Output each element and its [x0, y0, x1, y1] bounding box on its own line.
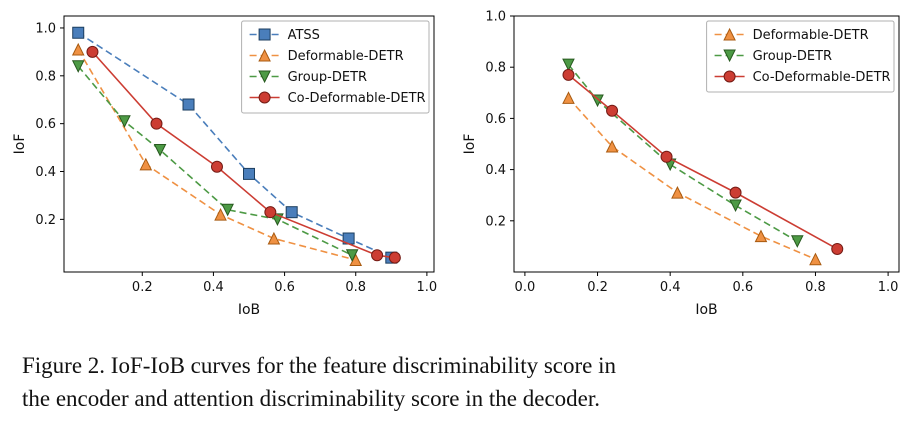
- decoder-chart-svg: 0.0 0.2 0.4 0.6 0.8 1.0 IoB 0.2 0.4 0.6 0.8 1.0 IoF D…: [462, 10, 900, 318]
- series-ATSS: [72, 26, 398, 264]
- legend-label: Deformable-DETR: [753, 28, 869, 43]
- svg-text:0.8: 0.8: [485, 61, 506, 76]
- svg-text:0.6: 0.6: [35, 117, 56, 132]
- series-Deformable-DETR: [71, 42, 363, 267]
- legend-label: ATSS: [288, 28, 320, 43]
- legend-label: Co-Deformable-DETR: [288, 91, 426, 106]
- x-axis: 0.2 0.4 0.6 0.8 1.0 IoB: [132, 272, 437, 318]
- svg-text:1.0: 1.0: [417, 280, 438, 295]
- svg-text:1.0: 1.0: [485, 10, 506, 25]
- svg-text:0.2: 0.2: [35, 213, 56, 228]
- legend-label: Group-DETR: [288, 70, 367, 85]
- figure-caption: Figure 2. IoF-IoB curves for the feature…: [0, 326, 922, 415]
- svg-text:0.8: 0.8: [35, 69, 56, 84]
- legend-box: [241, 20, 430, 114]
- series-Co-Deformable-DETR: [86, 45, 401, 264]
- series-Group-DETR: [71, 60, 359, 262]
- legend: Deformable-DETR Group-DETR Co-Deformable-D…: [706, 20, 895, 93]
- svg-text:0.8: 0.8: [345, 280, 366, 295]
- legend: ATSS Deformable-DETR Group-DETR Co-Deformab…: [241, 20, 430, 114]
- y-axis-label: IoF: [12, 134, 28, 155]
- svg-text:0.2: 0.2: [485, 214, 506, 229]
- caption-line-2: the encoder and attention discriminabili…: [22, 385, 600, 411]
- encoder-chart-svg: 0.2 0.4 0.6 0.8 1.0 IoB 0.2 0.4 0.6 0.8 1.0 IoF ATSS…: [12, 15, 437, 318]
- charts-row: 0.2 0.4 0.6 0.8 1.0 IoB 0.2 0.4 0.6 0.8 1.0 IoF ATSS…: [0, 4, 915, 326]
- y-axis: 0.2 0.4 0.6 0.8 1.0 IoF: [462, 10, 514, 229]
- svg-text:0.0: 0.0: [515, 280, 536, 295]
- legend-label: Deformable-DETR: [288, 49, 404, 64]
- svg-text:0.4: 0.4: [660, 280, 681, 295]
- y-axis: 0.2 0.4 0.6 0.8 1.0 IoF: [12, 21, 64, 228]
- svg-text:0.6: 0.6: [274, 280, 295, 295]
- svg-text:0.4: 0.4: [485, 163, 506, 178]
- decoder-chart: 0.0 0.2 0.4 0.6 0.8 1.0 IoB 0.2 0.4 0.6 0.8 1.0 IoF D…: [450, 4, 915, 326]
- legend-box: [706, 20, 895, 93]
- series-Deformable-DETR: [562, 91, 822, 266]
- svg-text:0.8: 0.8: [805, 280, 826, 295]
- x-axis: 0.0 0.2 0.4 0.6 0.8 1.0 IoB: [515, 272, 899, 318]
- svg-text:1.0: 1.0: [878, 280, 899, 295]
- svg-text:0.2: 0.2: [587, 280, 608, 295]
- plot-frame: [513, 15, 900, 273]
- svg-text:1.0: 1.0: [35, 21, 56, 36]
- legend-label: Co-Deformable-DETR: [753, 70, 891, 85]
- plot-frame: [63, 15, 435, 273]
- encoder-chart: 0.2 0.4 0.6 0.8 1.0 IoB 0.2 0.4 0.6 0.8 1.0 IoF ATSS…: [0, 4, 450, 326]
- x-axis-label: IoB: [238, 302, 260, 318]
- svg-text:0.4: 0.4: [35, 165, 56, 180]
- svg-text:0.6: 0.6: [485, 112, 506, 127]
- svg-text:0.2: 0.2: [132, 280, 153, 295]
- caption-line-1: Figure 2. IoF-IoB curves for the feature…: [22, 353, 617, 378]
- y-axis-label: IoF: [462, 134, 478, 155]
- svg-text:0.4: 0.4: [203, 280, 224, 295]
- svg-text:0.6: 0.6: [732, 280, 753, 295]
- x-axis-label: IoB: [695, 302, 717, 318]
- series-Co-Deformable-DETR: [562, 68, 844, 255]
- legend-label: Group-DETR: [753, 49, 832, 64]
